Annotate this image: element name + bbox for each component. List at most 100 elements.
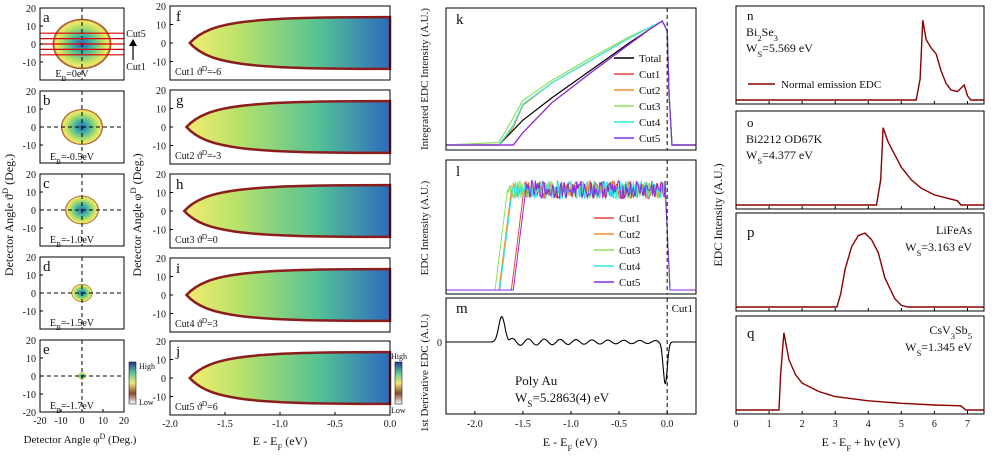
ytick-label-c-20-part-0: 20 — [26, 170, 36, 181]
ytick-label-b-10-part-0: 10 — [26, 105, 36, 116]
panel-letter-a-part-0: a — [43, 10, 50, 26]
n-material-part-3: 3 — [774, 33, 778, 43]
colorbar-left — [128, 361, 137, 405]
ytick-label-c-10-part-0: 10 — [26, 188, 36, 199]
panel-letter-o-part-0: o — [747, 115, 754, 130]
ytick-label-f--10-part-0: -10 — [153, 58, 166, 69]
klm-xlabel-part-1: F — [567, 443, 572, 453]
klm-column: k Total Cut1 Cut2 Cut3 Cut4 Cut5 Integrated EDC… — [419, 7, 697, 453]
p-ws: WS=3.163 eV — [905, 240, 972, 258]
ytick-label-j-20: 20 — [156, 337, 166, 348]
klm-xlabel: E - EF (eV) — [543, 435, 597, 453]
k-ylabel: Integrated EDC Intensity (A.U.) — [419, 8, 431, 150]
n-ws-part-1: S — [757, 49, 762, 59]
panel-letter-f: f — [176, 9, 181, 25]
ytick-label-d-10-part-0: 10 — [26, 271, 36, 282]
ytick-label-e--10-part-0: -10 — [23, 390, 36, 401]
right-xtick-label-4-part-0: 4 — [866, 419, 871, 430]
k-ylabel-part-0: Integrated EDC Intensity (A.U.) — [419, 8, 431, 150]
ytick-label-e--20: -20 — [23, 408, 36, 419]
eb-label-c-part-1: B — [56, 241, 61, 249]
ytick-label-b--10: -10 — [23, 141, 36, 152]
ytick-label-a-20-part-0: 20 — [26, 4, 36, 15]
colorbar-left-high: High — [139, 362, 155, 371]
ytick-label-a-0: 0 — [31, 40, 36, 51]
l-legend-label-cut2: Cut2 — [619, 229, 640, 241]
frame-n — [735, 5, 985, 105]
ytick-label-a-10-part-0: 10 — [26, 22, 36, 33]
ytick-label-f--10: -10 — [153, 58, 166, 69]
n-material-part-0: Bi — [746, 25, 758, 39]
eb-label-a-part-0: E — [55, 69, 61, 80]
xtick-label-e-2: 0 — [80, 416, 85, 427]
ytick-label-g-20: 20 — [156, 86, 166, 97]
left-xlabel-part-1: D — [100, 432, 106, 441]
panel-letter-k-part-0: k — [456, 12, 464, 28]
ytick-label-e-10-part-0: 10 — [26, 354, 36, 365]
edc-line-q — [736, 332, 984, 411]
edc-line-n — [736, 20, 984, 101]
cut-label-g-part-2: =-3 — [207, 151, 221, 162]
panel-letter-n: n — [747, 8, 754, 23]
panel-letter-h: h — [176, 177, 184, 193]
cut-label-h-part-2: =0 — [207, 235, 218, 246]
edc-panel-n — [735, 5, 985, 105]
cut-label-g-part-0: Cut2 ϑ — [175, 151, 202, 162]
ytick-label-g-0: 0 — [161, 123, 166, 134]
ytick-label-a--10-part-0: -10 — [23, 58, 36, 69]
ytick-label-g--10: -10 — [153, 142, 166, 153]
k-legend-label-cut1: Cut1 — [639, 69, 660, 81]
colorbar-left-low: Low — [139, 398, 154, 407]
right-xtick-label-7-part-0: 7 — [965, 419, 970, 430]
ytick-label-c--10-part-0: -10 — [23, 224, 36, 235]
m-ylabel: 1st Derivative EDC (A.U.) — [419, 314, 431, 433]
ytick-label-h--10-part-0: -10 — [153, 226, 166, 237]
k-legend-label-cut3: Cut3 — [639, 101, 661, 113]
cut-label-f-part-1: D — [202, 65, 207, 73]
q-ws-part-2: =1.345 eV — [921, 340, 972, 354]
left-xlabel-part-2: (Deg.) — [105, 434, 136, 446]
panel-letter-b-part-0: b — [43, 93, 51, 109]
right-ylabel-part-0: EDC Intensity (A.U.) — [711, 163, 725, 266]
poly-au-label-part-0: Poly Au — [515, 373, 558, 388]
ytick-label-b-20-part-0: 20 — [26, 87, 36, 98]
right-xtick-label-6-part-0: 6 — [932, 419, 937, 430]
ytick-label-b-0: 0 — [31, 123, 36, 134]
panel-letter-b: b — [43, 93, 51, 109]
p-material: LiFeAs — [936, 223, 972, 237]
cut-label-i: Cut4 ϑD=3 — [175, 317, 218, 330]
map-panel-a: Cut5 Cut1 a EB=0eV 20 10 0 -10 — [23, 4, 146, 83]
l-legend-label-cut3: Cut3 — [619, 245, 641, 257]
eb-label-d-part-0: E — [50, 318, 56, 329]
o-material: Bi2212 OD67K — [746, 132, 823, 146]
m-xtick-label-1: -1.5 — [515, 419, 531, 430]
ytick-label-i-0-part-0: 0 — [161, 291, 166, 302]
p-material-part-0: LiFeAs — [936, 223, 972, 237]
right-xtick-label-2: 2 — [800, 419, 805, 430]
ytick-label-e-10: 10 — [26, 354, 36, 365]
panel-letter-k: k — [456, 12, 464, 28]
panel-letter-c-part-0: c — [43, 176, 50, 192]
l-legend-label-cut3-part-0: Cut3 — [619, 245, 641, 257]
ytick-label-e-0-part-0: 0 — [31, 372, 36, 383]
colorbar-left-high-part-0: High — [139, 362, 155, 371]
klm-xlabel-part-2: (eV) — [572, 435, 597, 449]
ytick-label-a-0-part-0: 0 — [31, 40, 36, 51]
frame-k — [445, 7, 697, 151]
panel-letter-g: g — [176, 93, 184, 109]
eb-label-b-part-2: =-0.5eV — [61, 152, 95, 163]
ytick-label-d-20: 20 — [26, 253, 36, 264]
right-xtick-label-0-part-0: 0 — [734, 419, 739, 430]
panel-letter-j: j — [175, 344, 180, 360]
ytick-label-d--10: -10 — [23, 307, 36, 318]
ytick-label-d-0-part-0: 0 — [31, 289, 36, 300]
ytick-label-f-0: 0 — [161, 39, 166, 50]
ws-au-label-part-1: S — [527, 400, 532, 410]
map-panel-b: b EB=-0.5eV 20 10 0 -10 — [23, 87, 125, 166]
mid-xlabel-part-2: (eV) — [282, 434, 307, 448]
panel-letter-o: o — [747, 115, 754, 130]
ytick-label-f-10: 10 — [156, 21, 166, 32]
left-xlabel-part-0: Detector Angle φ — [24, 434, 100, 446]
k-legend-label-cut2: Cut2 — [639, 85, 660, 97]
